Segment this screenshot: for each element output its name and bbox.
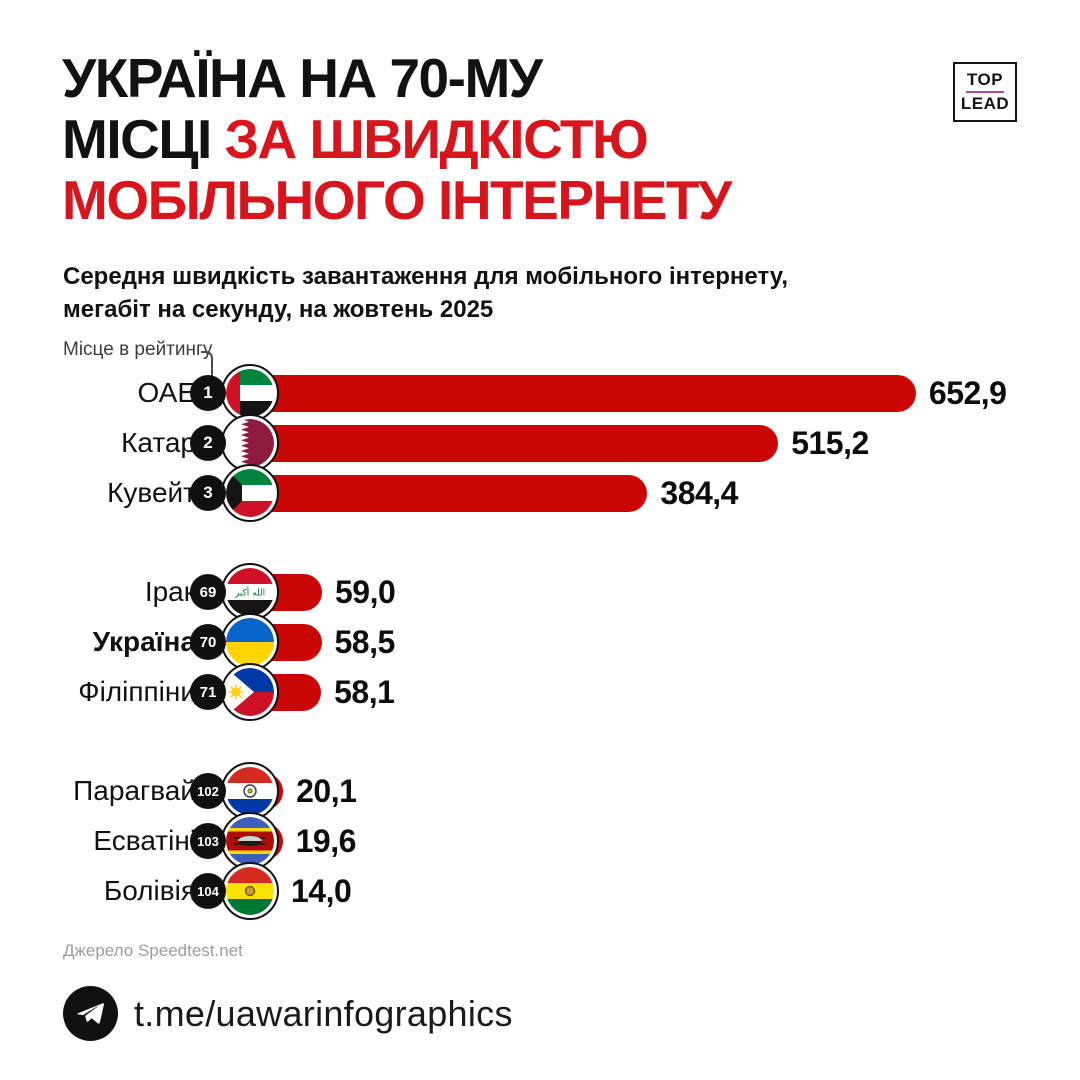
rank-badge-103: 103 [190,823,226,859]
value-label-paraguay: 20,1 [296,773,357,809]
rank-badge-3: 3 [190,475,226,511]
subtitle-line-1: Середня швидкість завантаження для мобіл… [63,263,789,290]
ukraine-flag-icon [221,613,279,671]
paraguay-flag-icon [221,762,279,820]
value-label-ukraine: 58,5 [334,624,396,660]
page-title: УКРАЇНА НА 70-МУ МІСЦІ ЗА ШВИДКІСТЮ МОБІ… [62,47,732,231]
country-label-kuwait: Кувейт [107,477,196,508]
iraq-flag-icon: الله أكبر [221,563,279,621]
value-label-qatar: 515,2 [791,425,869,461]
svg-text:الله أكبر: الله أكبر [234,587,265,599]
source-text: Джерело Speedtest.net [63,941,243,960]
rank-badge-104: 104 [190,873,226,909]
country-label-ukraine: Україна [92,626,196,657]
country-label-philippines: Філіппіни [78,676,196,707]
value-label-uae: 652,9 [928,375,1007,411]
bolivia-flag-icon [221,862,279,920]
logo-top-text: TOP [966,70,1004,89]
title-line-3: МОБІЛЬНОГО ІНТЕРНЕТУ [62,169,732,231]
country-label-bolivia: Болівія [103,875,196,906]
annotation-connector-line [201,351,213,376]
value-label-bolivia: 14,0 [291,873,352,909]
logo-separator [966,91,1004,93]
rank-badge-2: 2 [190,425,226,461]
toplead-logo: TOP LEAD [953,62,1017,122]
country-label-uae: ОАЕ [137,377,196,408]
rank-badge-69: 69 [190,574,226,610]
rank-badge-102: 102 [190,773,226,809]
rank-annotation-label: Місце в рейтингу [63,339,213,360]
telegram-link[interactable]: t.me/uawarinfographics [134,993,513,1034]
philippines-flag-icon [221,663,279,721]
title-line-2-red: ЗА ШВИДКІСТЮ [224,108,649,170]
country-label-qatar: Катар [121,427,196,458]
subtitle-line-2: мегабіт на секунду, на жовтень 2025 [63,296,494,323]
rank-badge-70: 70 [190,624,226,660]
bar-kuwait [228,474,648,512]
country-label-iraq: Ірак [144,576,196,607]
bar-uae [228,374,916,412]
title-line-2: МІСЦІ ЗА ШВИДКІСТЮ [62,108,649,170]
rank-badge-1: 1 [190,375,226,411]
country-label-eswatini: Есватіні [93,825,196,856]
title-line-1: УКРАЇНА НА 70-МУ [62,47,543,109]
rank-badge-71: 71 [190,674,226,710]
telegram-icon[interactable] [63,986,118,1041]
value-label-philippines: 58,1 [334,674,395,710]
country-label-paraguay: Парагвай [73,775,196,806]
logo-lead-text: LEAD [960,94,1010,113]
bar-qatar [228,424,779,462]
value-label-eswatini: 19,6 [295,823,357,859]
qatar-flag-icon [221,414,279,472]
chart-subtitle: Середня швидкість завантаження для мобіл… [63,260,788,326]
value-label-iraq: 59,0 [335,574,396,610]
value-label-kuwait: 384,4 [660,475,738,511]
kuwait-flag-icon [221,464,279,522]
